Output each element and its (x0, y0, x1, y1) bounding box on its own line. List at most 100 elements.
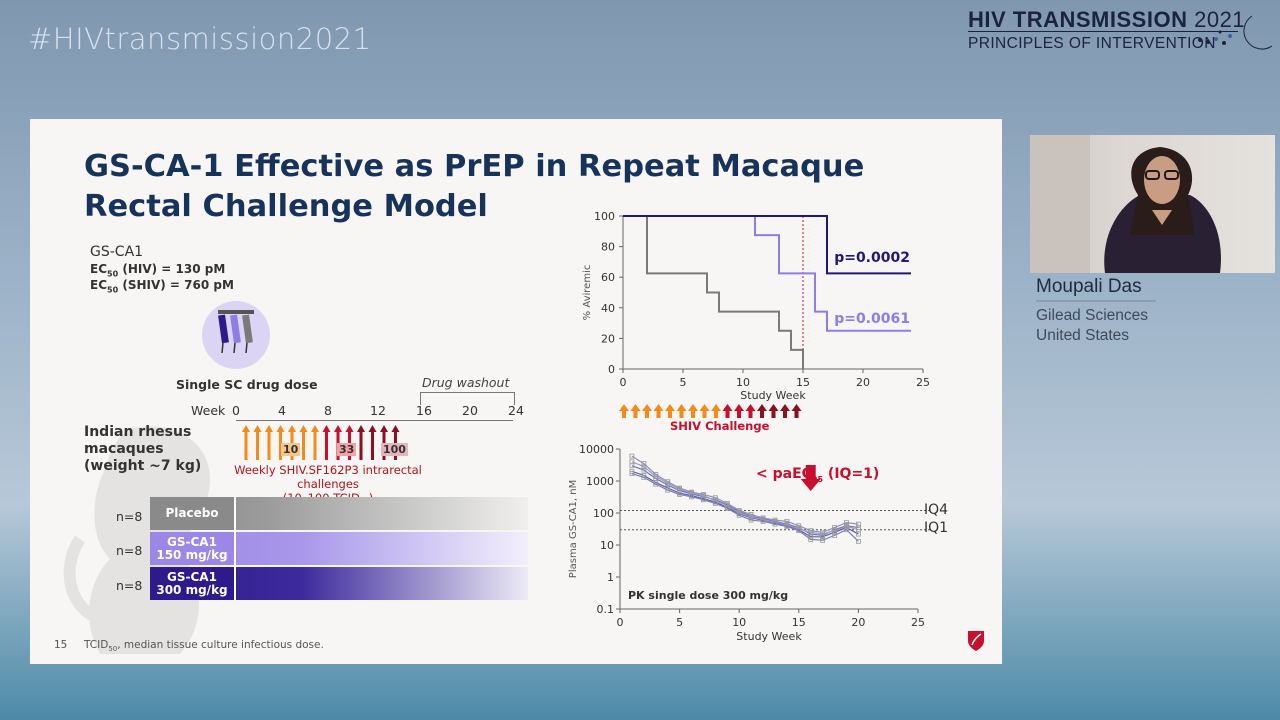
pk-y-tick: 10 (600, 539, 614, 552)
pk-point (784, 524, 790, 529)
shiv-challenge-arrows (619, 404, 802, 418)
pk-point (748, 514, 754, 520)
pk-point (653, 473, 659, 479)
conference-hashtag: #HIVtransmission2021 (28, 22, 372, 56)
iq4-label: IQ4 (924, 502, 949, 518)
speaker-org: Gilead Sciences United States (1036, 306, 1148, 346)
shiv-arrow (630, 404, 641, 418)
week-tick: 8 (324, 403, 332, 418)
shiv-arrow (688, 404, 698, 418)
pk-y-tick: 1000 (586, 475, 614, 488)
pk-x-tick: 25 (911, 616, 925, 629)
shiv-arrow (676, 404, 687, 418)
shiv-arrow (642, 404, 652, 418)
arrow-down-icon (800, 465, 821, 491)
km-y-label: % Aviremic (582, 265, 593, 321)
compound-name: GS-CA1 (90, 244, 144, 260)
pk-x-label: Study Week (736, 630, 802, 643)
dose-label: Single SC drug dose (176, 377, 318, 392)
pk-point (641, 464, 647, 470)
speaker-divider (1036, 300, 1156, 302)
pk-point (665, 480, 671, 486)
group-bar-placebo: Placebo (150, 497, 528, 530)
challenge-arrow (391, 425, 400, 460)
arrow-label-100: 100 (381, 443, 408, 456)
shiv-arrow (757, 404, 767, 418)
shiv-arrow (665, 404, 675, 418)
km-y-tick: 0 (608, 363, 615, 376)
week-tick: 20 (462, 403, 478, 418)
week-tick: 24 (508, 403, 524, 418)
week-tick: 4 (278, 403, 286, 418)
slide-title: GS-CA-1 Effective as PrEP in Repeat Maca… (84, 147, 864, 227)
challenge-arrows (242, 425, 400, 460)
challenge-arrow (380, 425, 388, 460)
speaker-org-line1: Gilead Sciences (1036, 307, 1149, 324)
group-label-placebo: Placebo (150, 497, 236, 530)
slide-title-line2: Rectal Challenge Model (84, 189, 488, 224)
ec50-hiv: EC50 (HIV) = 130 pM (90, 262, 226, 279)
conference-year: 2021 (1194, 7, 1246, 32)
macaque-label: Indian rhesus macaques (weight ~7 kg) (84, 424, 202, 474)
pk-point (665, 487, 671, 493)
washout-label: Drug washout (422, 375, 510, 390)
km-y-tick: 80 (601, 241, 615, 254)
challenge-arrow (253, 425, 262, 460)
shiv-arrow (722, 404, 733, 418)
pk-point (844, 527, 849, 533)
iq1-label: IQ1 (924, 520, 949, 536)
pk-point (772, 521, 778, 527)
arrow-label-33: 33 (337, 443, 357, 456)
pk-point (641, 467, 647, 473)
shiv-arrow (734, 404, 744, 418)
km-x-label: Study Week (740, 389, 806, 402)
week-axis-line (236, 420, 513, 421)
syringe-icon (218, 310, 254, 354)
shiv-arrow (791, 404, 802, 418)
speaker-name: Moupali Das (1036, 276, 1142, 297)
shiv-arrow (653, 404, 664, 418)
week-label: Week (191, 403, 226, 418)
km-x-tick: 15 (796, 376, 810, 389)
footnote: TCID50, median tissue culture infectious… (84, 639, 324, 654)
challenge-arrow (368, 425, 377, 460)
group-label-150: GS-CA1 150 mg/kg (150, 532, 236, 565)
pk-point (724, 503, 730, 509)
week-tick: 16 (416, 403, 432, 418)
pk-point (629, 453, 635, 459)
km-y-tick: 100 (594, 210, 615, 223)
presentation-slide: GS-CA-1 Effective as PrEP in Repeat Maca… (30, 119, 1002, 664)
brand-divider (968, 31, 1238, 32)
shiv-arrow (780, 404, 790, 418)
page-number: 15 (54, 639, 68, 651)
pk-point (748, 517, 754, 523)
conference-logo-icon (1198, 15, 1273, 50)
km-y-tick: 20 (601, 332, 615, 345)
pk-x-tick: 5 (676, 616, 683, 629)
pk-point (832, 528, 837, 534)
pk-point (820, 537, 826, 543)
challenge-arrow (345, 425, 354, 460)
challenge-arrow (276, 425, 285, 460)
challenge-arrow (299, 425, 308, 460)
slide-title-line1: GS-CA-1 Effective as PrEP in Repeat Maca… (84, 149, 865, 184)
conference-title-main: HIV TRANSMISSION (968, 7, 1188, 32)
shiv-challenge-label: SHIV Challenge (670, 419, 770, 433)
survival-chart: 0 20 40 60 80 100 0 5 10 15 20 25 Study Week % Avirem… (582, 210, 930, 402)
shiv-arrow (711, 404, 721, 418)
pk-point (724, 505, 730, 511)
km-x-tick: 10 (736, 376, 750, 389)
pk-point (808, 536, 814, 542)
shiv-arrow (768, 404, 779, 418)
km-pvalue: p=0.0002 (834, 250, 910, 266)
km-y-tick: 40 (601, 302, 615, 315)
km-series-line (623, 215, 911, 275)
group-n-300: n=8 (116, 578, 143, 593)
pk-label: PK single dose 300 mg/kg (628, 589, 789, 602)
conference-title: HIV TRANSMISSION 2021 (968, 7, 1245, 33)
shiv-arrow (619, 404, 629, 418)
km-y-tick: 60 (601, 271, 615, 284)
speaker-video (1030, 135, 1275, 273)
week-tick: 12 (370, 403, 386, 418)
group-label-300: GS-CA1 300 mg/kg (150, 567, 236, 600)
